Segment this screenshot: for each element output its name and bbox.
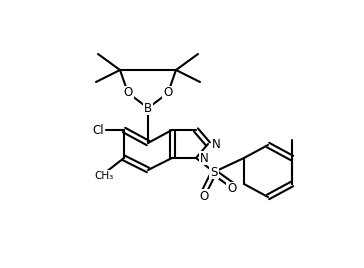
Text: N: N — [200, 151, 209, 165]
Text: N: N — [212, 137, 221, 151]
Text: S: S — [210, 166, 218, 178]
Text: O: O — [123, 87, 132, 99]
Text: Cl: Cl — [92, 124, 104, 136]
Text: B: B — [144, 102, 152, 114]
Text: O: O — [199, 189, 209, 203]
Text: O: O — [163, 87, 173, 99]
Text: CH₃: CH₃ — [94, 171, 114, 181]
Text: O: O — [228, 183, 237, 195]
